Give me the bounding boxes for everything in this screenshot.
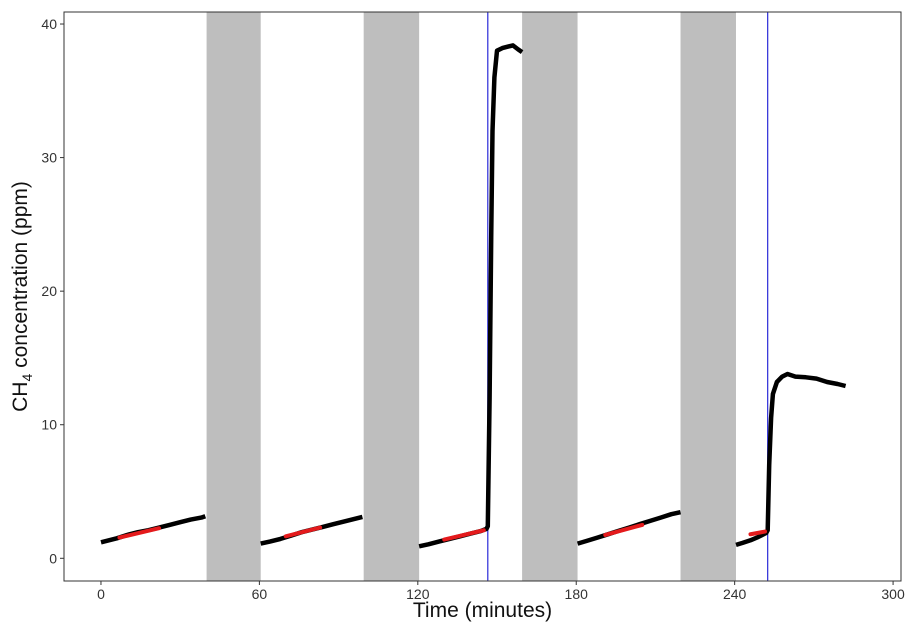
shaded-region: [206, 12, 261, 581]
x-tick-label: 0: [97, 586, 105, 602]
x-tick-label: 300: [881, 586, 905, 602]
y-tick-label: 20: [41, 283, 57, 299]
fit-line: [603, 522, 645, 537]
y-tick-label: 30: [41, 150, 57, 166]
shaded-region: [680, 12, 736, 581]
y-axis-title-main: CH: [9, 382, 32, 412]
series-line: [418, 43, 524, 549]
x-tick-label: 240: [723, 586, 747, 602]
shaded-region: [363, 12, 420, 581]
series-line: [735, 371, 847, 548]
x-axis-ticks: 0 60 120 180 240 300: [97, 581, 905, 602]
fit-line: [748, 529, 768, 537]
y-tick-label: 0: [49, 550, 57, 566]
x-tick-label: 120: [406, 586, 430, 602]
fit-line: [442, 528, 486, 542]
y-tick-label: 10: [41, 417, 57, 433]
shaded-regions: [206, 12, 736, 581]
y-axis-ticks: 0 10 20 30 40: [41, 16, 64, 566]
x-tick-label: 60: [252, 586, 268, 602]
shaded-region: [522, 12, 578, 581]
y-axis-title-rest: concentration (ppm): [9, 181, 32, 374]
plot-panel-border: [63, 11, 902, 582]
fit-line: [283, 525, 323, 539]
fit-lines: [117, 522, 768, 542]
y-tick-label: 40: [41, 16, 57, 32]
y-axis-title-subscript: 4: [19, 374, 35, 382]
x-tick-label: 180: [565, 586, 589, 602]
fit-line: [117, 526, 162, 540]
x-axis-title: Time (minutes): [413, 599, 552, 622]
y-axis-title: CH4 concentration (ppm): [9, 181, 35, 412]
